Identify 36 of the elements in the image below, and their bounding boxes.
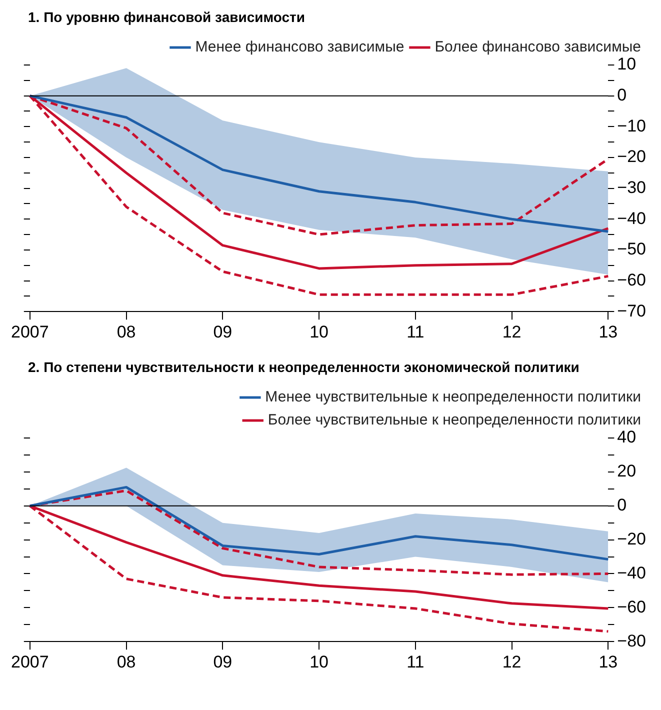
- x-tick-label: 08: [116, 322, 136, 342]
- x-tick-label: 10: [310, 652, 328, 672]
- legend-label: Менее финансово зависимые: [195, 38, 404, 56]
- x-tick-label: 2007: [10, 652, 49, 672]
- y-tick-label: 0: [617, 496, 627, 515]
- y-tick-label: −40: [617, 208, 646, 228]
- y-tick-label: −70: [617, 301, 646, 320]
- y-tick-label: −60: [617, 270, 646, 290]
- legend-label: Более финансово зависимые: [434, 38, 642, 56]
- chart-title: 1. По уровню финансовой зависимости: [27, 8, 306, 26]
- legend-label: Более чувствительные к неопределенности политики: [268, 412, 642, 429]
- y-tick-label: −30: [617, 178, 646, 197]
- chart-title: 2. По степени чувствительности к неопределенности экономической политики: [27, 358, 580, 376]
- x-tick-label: 2007: [10, 322, 49, 342]
- x-tick-label: 08: [116, 652, 136, 672]
- x-tick-label: 13: [598, 322, 618, 342]
- x-tick-label: 12: [502, 652, 522, 672]
- x-tick-label: 13: [598, 652, 618, 672]
- x-tick-label: 11: [406, 652, 424, 672]
- y-tick-label: −60: [617, 597, 646, 616]
- y-tick-label: −80: [617, 631, 646, 650]
- y-tick-label: 40: [617, 428, 636, 447]
- y-tick-label: 10: [617, 54, 636, 74]
- y-tick-label: −10: [617, 116, 646, 136]
- x-tick-label: 10: [310, 322, 328, 342]
- y-tick-label: −40: [617, 563, 646, 582]
- x-tick-label: 09: [213, 322, 232, 342]
- x-tick-label: 11: [406, 322, 424, 342]
- y-tick-label: 20: [617, 462, 636, 481]
- y-tick-label: −20: [617, 529, 646, 548]
- y-tick-label: −50: [617, 240, 646, 259]
- x-tick-label: 12: [502, 322, 522, 342]
- x-tick-label: 09: [213, 652, 232, 672]
- y-tick-label: 0: [617, 86, 627, 105]
- legend-label: Менее чувствительные к неопределенности политики: [265, 388, 642, 406]
- y-tick-label: −20: [617, 147, 646, 166]
